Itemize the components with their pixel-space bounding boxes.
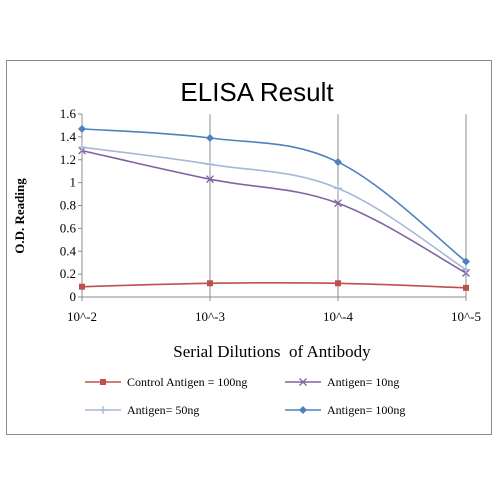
data-point [78, 143, 86, 152]
y-tick-label: 1.4 [60, 129, 77, 144]
y-tick-label: 0.8 [60, 198, 76, 213]
data-point [463, 284, 469, 291]
data-point [462, 257, 470, 266]
legend: Control Antigen = 100ng Antigen= 10ng Anti… [85, 375, 405, 417]
data-point [206, 175, 214, 184]
y-tick-label: 1.6 [60, 106, 77, 121]
elisa-line-chart: ELISA Result 0 0.2 0.4 0.6 0.8 1 1.2 1.4 1.6 10^-… [12, 77, 481, 417]
y-tick-label: 1 [70, 175, 77, 190]
data-point [206, 134, 214, 143]
chart-title: ELISA Result [180, 77, 334, 107]
data-point [78, 124, 86, 133]
series-4 [78, 124, 470, 266]
data-point [335, 280, 341, 287]
y-tick-label: 1.2 [60, 152, 76, 167]
legend-label: Antigen= 50ng [127, 403, 199, 417]
series-line [81, 146, 467, 271]
legend-marker [99, 406, 107, 414]
legend-label: Antigen= 10ng [327, 375, 399, 389]
data-point [207, 280, 213, 287]
y-tick-label: 0.6 [60, 220, 77, 235]
data-point [79, 283, 85, 290]
data-point [334, 184, 342, 193]
legend-entry: Antigen= 50ng [85, 403, 199, 417]
series-line [81, 281, 467, 289]
marker-stroke [299, 378, 307, 386]
series-line [81, 149, 467, 274]
legend-marker [299, 378, 307, 386]
y-axis-label: O.D. Reading [12, 178, 27, 254]
series-2 [78, 146, 470, 277]
chart-frame: ELISA Result 0 0.2 0.4 0.6 0.8 1 1.2 1.4 1.6 10^-… [6, 60, 492, 435]
data-point [334, 158, 342, 167]
data-point [206, 160, 214, 169]
legend-marker [299, 406, 307, 414]
x-tick-label: 10^-4 [323, 309, 353, 324]
series-lines [78, 124, 470, 291]
y-tick-label: 0.2 [60, 266, 76, 281]
legend-label: Control Antigen = 100ng [127, 375, 247, 389]
x-tick-label: 10^-3 [195, 309, 225, 324]
data-point [462, 265, 470, 274]
legend-entry: Antigen= 10ng [285, 375, 399, 389]
legend-marker [100, 379, 106, 385]
series-line [81, 128, 467, 263]
marker-stroke [334, 199, 342, 208]
y-tick-label: 0.4 [60, 243, 77, 258]
data-point [334, 199, 342, 208]
axes: 0 0.2 0.4 0.6 0.8 1 1.2 1.4 1.6 10^-2 10^-3 10^-4 10… [60, 106, 481, 324]
x-tick-label: 10^-5 [451, 309, 481, 324]
legend-entry: Control Antigen = 100ng [85, 375, 247, 389]
y-tick-label: 0 [70, 289, 77, 304]
x-axis-label: Serial Dilutions of Antibody [173, 342, 371, 361]
marker-stroke [206, 175, 214, 184]
series-1 [79, 280, 469, 291]
legend-entry: Antigen= 100ng [285, 403, 405, 417]
x-tick-label: 10^-2 [67, 309, 97, 324]
legend-label: Antigen= 100ng [327, 403, 405, 417]
series-3 [78, 143, 470, 274]
